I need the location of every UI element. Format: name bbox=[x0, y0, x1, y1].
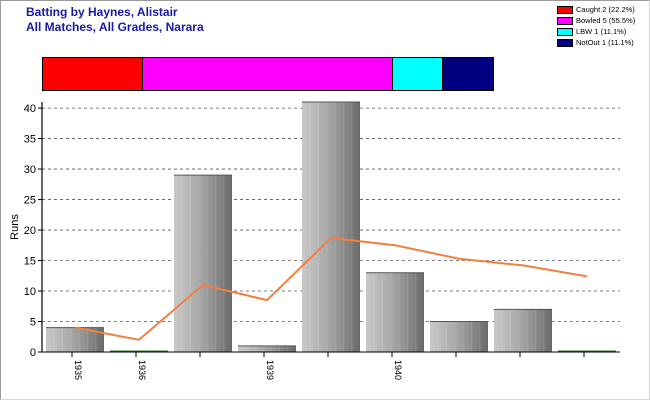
y-tick-label: 0 bbox=[30, 347, 36, 359]
x-tick-label: 1936 bbox=[137, 360, 147, 380]
y-tick-label: 10 bbox=[24, 286, 36, 298]
y-tick-label: 5 bbox=[30, 317, 36, 329]
bar bbox=[366, 272, 424, 352]
x-tick-label: 1940 bbox=[393, 360, 403, 380]
y-axis-label: Runs bbox=[9, 214, 21, 240]
legend-label-notout: NotOut 1 (11.1%) bbox=[576, 38, 634, 47]
bar bbox=[174, 175, 232, 352]
y-tick-label: 20 bbox=[24, 225, 36, 237]
dismissal-segment-bowled bbox=[142, 58, 393, 90]
chart-title-line2: All Matches, All Grades, Narara bbox=[26, 20, 204, 34]
legend-item-bowled: Bowled 5 (55.5%) bbox=[557, 16, 635, 27]
y-tick-label: 15 bbox=[24, 256, 36, 268]
bar bbox=[302, 102, 360, 352]
legend: Caught 2 (22.2%) Bowled 5 (55.5%) LBW 1 … bbox=[557, 5, 635, 49]
chart-title-line1: Batting by Haynes, Alistair bbox=[26, 5, 178, 19]
y-tick-label: 40 bbox=[24, 103, 36, 115]
legend-item-notout: NotOut 1 (11.1%) bbox=[557, 38, 635, 49]
trend-line bbox=[74, 236, 588, 341]
dismissal-proportion-bar bbox=[42, 57, 494, 91]
legend-swatch-lbw bbox=[557, 28, 573, 37]
dismissal-segment-caught bbox=[43, 58, 143, 90]
bar bbox=[110, 350, 168, 352]
y-tick-label: 35 bbox=[24, 134, 36, 146]
legend-swatch-caught bbox=[557, 6, 573, 15]
dismissal-segment-lbw bbox=[392, 58, 443, 90]
dismissal-segment-notout bbox=[442, 58, 493, 90]
legend-label-lbw: LBW 1 (11.1%) bbox=[576, 27, 627, 36]
x-tick-label: 1939 bbox=[265, 360, 275, 380]
y-tick-label: 30 bbox=[24, 164, 36, 176]
bar bbox=[558, 350, 616, 352]
legend-label-bowled: Bowled 5 (55.5%) bbox=[576, 16, 636, 25]
legend-swatch-bowled bbox=[557, 17, 573, 26]
legend-item-caught: Caught 2 (22.2%) bbox=[557, 5, 635, 16]
bar bbox=[494, 309, 552, 352]
bar bbox=[430, 321, 488, 352]
bar bbox=[238, 345, 296, 352]
x-tick-label: 1935 bbox=[73, 360, 83, 380]
legend-item-lbw: LBW 1 (11.1%) bbox=[557, 27, 635, 38]
legend-swatch-notout bbox=[557, 39, 573, 48]
y-tick-label: 25 bbox=[24, 195, 36, 207]
legend-label-caught: Caught 2 (22.2%) bbox=[576, 5, 635, 14]
